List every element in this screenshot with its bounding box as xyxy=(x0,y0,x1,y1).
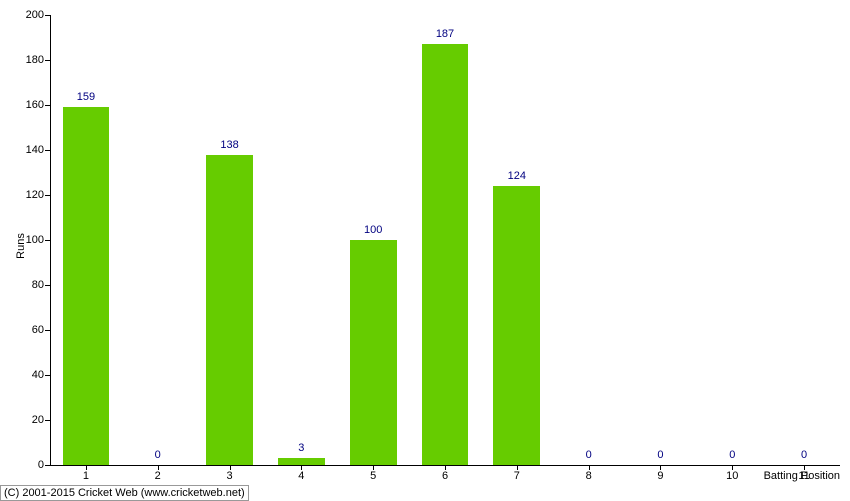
y-axis-line xyxy=(50,15,51,465)
bar xyxy=(350,240,397,465)
x-tick-label: 1 xyxy=(76,470,96,482)
y-tick xyxy=(45,195,50,196)
x-tick-label: 2 xyxy=(148,470,168,482)
y-tick xyxy=(45,60,50,61)
bar-value-label: 100 xyxy=(353,224,393,236)
y-tick xyxy=(45,150,50,151)
bar-value-label: 0 xyxy=(138,449,178,461)
bar xyxy=(278,458,325,465)
bar-value-label: 0 xyxy=(712,449,752,461)
x-tick-label: 9 xyxy=(650,470,670,482)
chart-container: Runs Batting Position 020406080100120140… xyxy=(0,0,850,500)
x-tick-label: 6 xyxy=(435,470,455,482)
bar-value-label: 187 xyxy=(425,28,465,40)
y-tick xyxy=(45,420,50,421)
x-tick-label: 10 xyxy=(722,470,742,482)
y-tick xyxy=(45,15,50,16)
y-tick-label: 60 xyxy=(4,324,44,336)
y-tick xyxy=(45,105,50,106)
x-tick-label: 7 xyxy=(507,470,527,482)
y-tick xyxy=(45,465,50,466)
x-tick-label: 11 xyxy=(794,470,814,482)
bar xyxy=(422,44,469,465)
y-tick-label: 180 xyxy=(4,54,44,66)
bar-value-label: 3 xyxy=(281,442,321,454)
y-tick-label: 80 xyxy=(4,279,44,291)
y-tick-label: 120 xyxy=(4,189,44,201)
y-tick xyxy=(45,375,50,376)
bar-value-label: 138 xyxy=(210,139,250,151)
y-tick-label: 20 xyxy=(4,414,44,426)
bar-value-label: 0 xyxy=(784,449,824,461)
bar-value-label: 0 xyxy=(569,449,609,461)
y-tick xyxy=(45,330,50,331)
y-tick-label: 0 xyxy=(4,459,44,471)
y-tick-label: 140 xyxy=(4,144,44,156)
bar xyxy=(493,186,540,465)
bar xyxy=(206,155,253,466)
x-tick-label: 3 xyxy=(220,470,240,482)
y-tick-label: 200 xyxy=(4,9,44,21)
y-tick-label: 100 xyxy=(4,234,44,246)
y-tick xyxy=(45,240,50,241)
y-tick-label: 40 xyxy=(4,369,44,381)
x-tick-label: 8 xyxy=(579,470,599,482)
bar-value-label: 124 xyxy=(497,170,537,182)
y-tick-label: 160 xyxy=(4,99,44,111)
copyright-text: (C) 2001-2015 Cricket Web (www.cricketwe… xyxy=(0,485,249,501)
y-tick xyxy=(45,285,50,286)
bar xyxy=(63,107,110,465)
x-tick-label: 5 xyxy=(363,470,383,482)
x-tick-label: 4 xyxy=(291,470,311,482)
bar-value-label: 0 xyxy=(640,449,680,461)
bar-value-label: 159 xyxy=(66,91,106,103)
